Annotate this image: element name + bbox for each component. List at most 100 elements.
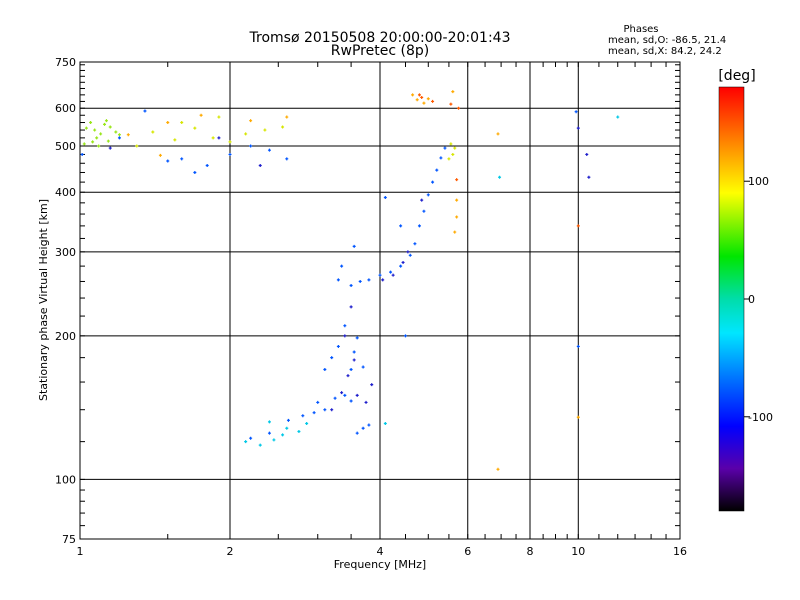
data-point (258, 443, 262, 447)
data-point (166, 121, 170, 125)
data-point (420, 198, 424, 202)
data-point (151, 130, 155, 134)
data-point (349, 283, 353, 287)
data-point (84, 126, 88, 130)
data-point (333, 396, 337, 400)
data-point (281, 125, 285, 129)
colorbar-label: [deg] (718, 68, 755, 84)
data-point (447, 157, 451, 161)
data-point (343, 393, 347, 397)
colorbar-gradient (718, 86, 745, 512)
data-point (281, 433, 285, 437)
data-point (451, 90, 455, 94)
data-point (99, 132, 103, 136)
data-point (117, 136, 121, 140)
chart-title: Tromsø 20150508 20:00:00-20:01:43 (249, 30, 511, 46)
y-tick-label: 200 (55, 330, 76, 343)
x-tick-label: 6 (464, 545, 471, 558)
data-point (576, 415, 580, 419)
data-point (180, 157, 184, 161)
data-point (106, 139, 110, 143)
data-point (455, 215, 459, 219)
data-point (616, 115, 620, 119)
data-point (355, 393, 359, 397)
data-point (249, 119, 253, 123)
x-tick-labels: 1 2 4 6 8 10 16 (77, 545, 688, 558)
data-point (340, 264, 344, 268)
data-point (267, 148, 271, 152)
data-point (453, 230, 457, 234)
stats-heading: Phases (623, 24, 658, 35)
y-tick-label: 300 (55, 246, 76, 259)
data-point (352, 358, 356, 362)
data-point (95, 136, 99, 140)
data-point (173, 138, 177, 142)
data-point (228, 152, 232, 156)
data-point (378, 273, 382, 277)
phase-colorbar: [deg] 100 0 -100 (718, 68, 773, 512)
x-tick-label: 1 (77, 545, 84, 558)
data-point (89, 121, 93, 125)
data-point (381, 278, 385, 282)
data-point (383, 421, 387, 425)
data-point (340, 391, 344, 395)
data-point (285, 157, 289, 161)
data-point (439, 156, 443, 160)
data-point (455, 178, 459, 182)
data-point (355, 431, 359, 435)
data-point (426, 97, 430, 101)
data-point (117, 133, 121, 137)
plot-area: 1 2 4 6 8 10 16 75 100 200 300 400 500 600 750 (55, 56, 687, 558)
x-tick-label: 10 (571, 545, 585, 558)
data-point (297, 430, 301, 434)
data-point (587, 175, 591, 179)
data-point (451, 152, 455, 156)
y-tick-label: 750 (55, 56, 76, 69)
colorbar-tick-label: -100 (748, 411, 773, 424)
data-point (126, 133, 130, 137)
x-tick-label: 16 (673, 545, 687, 558)
y-tick-label: 100 (55, 473, 76, 486)
data-point (330, 356, 334, 360)
data-point (305, 421, 309, 425)
data-point (135, 144, 139, 148)
data-point (82, 142, 86, 146)
data-point (426, 193, 430, 197)
data-point (403, 334, 407, 338)
data-point (574, 110, 578, 114)
data-point (263, 128, 267, 132)
data-point (158, 153, 162, 157)
data-point (286, 418, 290, 422)
y-axis-label: Stationary phase Virtual Height [km] (37, 199, 50, 401)
data-point (364, 400, 368, 404)
data-point (435, 168, 439, 172)
data-point (166, 159, 170, 163)
data-point (267, 420, 271, 424)
data-point (91, 140, 95, 144)
data-point (422, 209, 426, 213)
data-point (217, 115, 221, 119)
data-point (389, 270, 393, 274)
data-point (498, 175, 502, 179)
x-tick-label: 8 (527, 545, 534, 558)
y-tick-label: 75 (62, 533, 76, 546)
data-point (420, 95, 424, 99)
data-point (336, 278, 340, 282)
data-point (267, 431, 271, 435)
data-point (383, 195, 387, 199)
data-point (349, 367, 353, 371)
data-point (244, 440, 248, 444)
data-point (323, 367, 327, 371)
data-point (244, 132, 248, 136)
data-point (316, 400, 320, 404)
data-point (361, 365, 365, 369)
data-point (415, 98, 419, 102)
data-point (496, 467, 500, 471)
data-point (108, 125, 112, 129)
colorbar-tick-label: 100 (748, 175, 769, 188)
data-point (417, 224, 421, 228)
data-point (258, 164, 262, 168)
data-point (349, 399, 353, 403)
data-point (249, 144, 253, 148)
